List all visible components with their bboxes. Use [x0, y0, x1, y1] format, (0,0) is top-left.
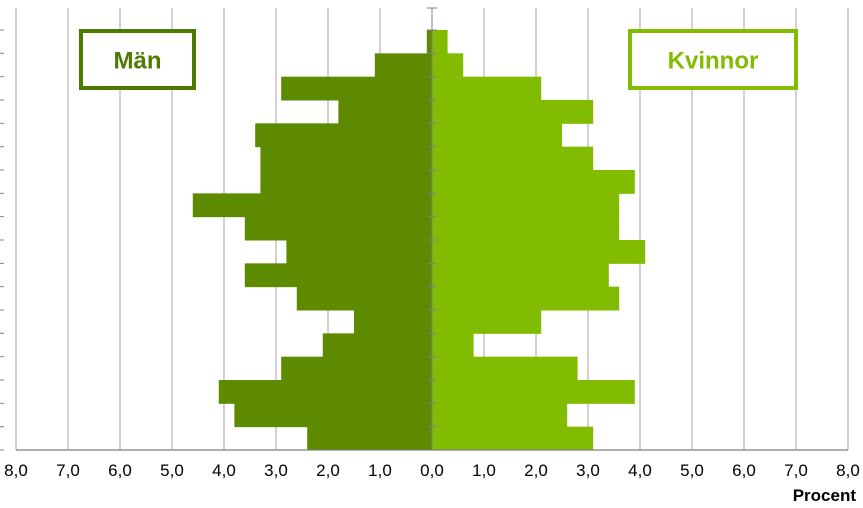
man-bar: [338, 100, 432, 124]
man-bar: [374, 53, 432, 78]
axes: [0, 7, 848, 451]
man-bar: [281, 76, 432, 101]
x-tick-label: 6,0: [732, 461, 756, 480]
kvinnor-bar: [432, 286, 620, 311]
x-tick-labels: 8,0 7,0 6,0 5,0 4,0 3,0 2,0 1,0 0,0 1,0 2,0 3,0 4,0 5…: [4, 461, 860, 480]
kvinnor-bar: [432, 310, 542, 334]
man-bar: [354, 310, 432, 334]
man-bar: [260, 170, 432, 194]
kvinnor-bar: [432, 123, 562, 148]
man-bar: [426, 30, 432, 54]
man-bar: [218, 380, 432, 404]
kvinnor-bar: [432, 193, 620, 218]
kvinnor-bar: [432, 170, 635, 194]
x-tick-label: 6,0: [108, 461, 132, 480]
man-bar: [260, 146, 432, 171]
legend-label: Män: [114, 48, 162, 75]
man-bar: [286, 240, 432, 264]
x-tick-label: 8,0: [836, 461, 860, 480]
kvinnor-bar: [432, 146, 594, 171]
x-tick-label: 5,0: [680, 461, 704, 480]
kvinnor-bar: [432, 240, 646, 264]
x-tick-label: 1,0: [368, 461, 392, 480]
x-tick-label: 2,0: [316, 461, 340, 480]
kvinnor-bar: [432, 380, 635, 404]
kvinnor-bar: [432, 333, 474, 358]
legend: Män Kvinnor: [79, 29, 798, 90]
series-man-bars: [192, 30, 432, 451]
kvinnor-bar: [432, 216, 620, 241]
x-tick-label: 8,0: [4, 461, 28, 480]
x-axis-title: Procent: [793, 486, 857, 505]
kvinnor-bar: [432, 263, 609, 288]
man-bar: [281, 356, 432, 381]
kvinnor-bar: [432, 53, 464, 78]
series-kvinnor-bars: [432, 30, 646, 451]
man-bar: [255, 123, 432, 148]
kvinnor-bar: [432, 76, 542, 101]
kvinnor-bar: [432, 100, 594, 124]
man-bar: [192, 193, 432, 218]
x-tick-label: 3,0: [576, 461, 600, 480]
x-tick-label: 3,0: [264, 461, 288, 480]
kvinnor-bar: [432, 426, 594, 451]
man-bar: [234, 403, 432, 428]
kvinnor-bar: [432, 30, 448, 54]
x-tick-label: 4,0: [628, 461, 652, 480]
man-bar: [322, 333, 432, 358]
legend-box: [79, 29, 196, 90]
man-bar: [244, 263, 432, 288]
man-bar: [307, 426, 432, 451]
x-tick-label: 7,0: [784, 461, 808, 480]
man-bar: [244, 216, 432, 241]
legend-box: [628, 29, 798, 90]
x-tick-label: 5,0: [160, 461, 184, 480]
man-bar: [296, 286, 432, 311]
kvinnor-bar: [432, 356, 578, 381]
legend-label: Kvinnor: [668, 48, 759, 75]
x-tick-label: 4,0: [212, 461, 236, 480]
x-tick-label: 2,0: [524, 461, 548, 480]
x-tick-label: 1,0: [472, 461, 496, 480]
kvinnor-bar: [432, 403, 568, 428]
x-tick-label: 0,0: [420, 461, 444, 480]
x-tick-label: 7,0: [56, 461, 80, 480]
